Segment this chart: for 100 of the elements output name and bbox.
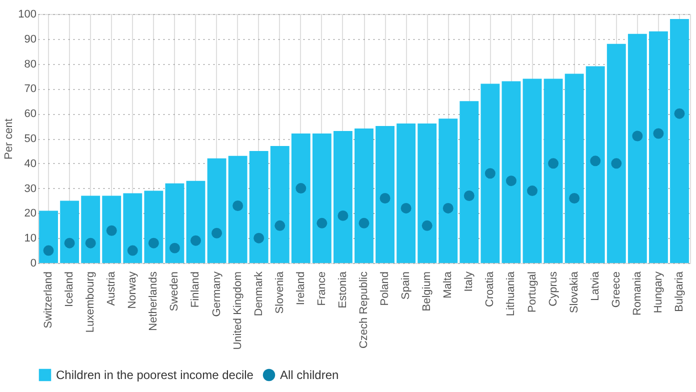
x-tick-label: France [316,272,328,306]
y-tick-label: 100 [18,8,36,20]
point [674,108,685,119]
point [590,156,601,166]
legend-label: All children [280,368,339,382]
x-tick-label: Belgium [421,272,434,312]
point [127,245,138,256]
y-tick-label: 90 [24,33,36,46]
bar [628,34,647,263]
bar [81,196,100,263]
point [190,235,201,246]
x-tick-label: Cyprus [547,271,560,306]
point [527,186,538,196]
bar [502,81,521,263]
y-tick-label: 0 [30,258,36,270]
point [464,190,474,202]
x-tick-label: United Kingdom [232,272,244,350]
y-tick-label: 10 [24,232,36,245]
point [569,193,580,204]
x-tick-label: Portugal [526,272,538,312]
point [274,220,286,231]
x-tick-label: Romania [631,270,644,316]
x-tick-label: Netherlands [148,271,160,331]
bar [564,74,584,263]
bar [648,31,668,263]
x-tick-label: Lithuania [505,270,518,316]
point [338,210,348,221]
bar [334,131,352,263]
x-tick-label: Denmark [252,271,265,316]
y-axis-title: Per cent [3,118,16,160]
bar [480,84,500,263]
x-tick-label: Czech Republic [358,271,370,349]
bar [291,134,310,263]
point [106,225,117,236]
point [506,176,516,186]
point [653,128,664,139]
point [85,238,96,248]
x-tick-label: Spain [400,272,412,300]
x-tick-label: Slovenia [274,270,286,314]
y-tick-label: 80 [24,58,36,70]
bar [123,193,142,263]
x-tick-label: Latvia [589,270,602,301]
point [254,232,264,244]
bar [606,44,626,263]
bar [102,196,122,263]
point [296,183,306,194]
bar [249,150,268,263]
bar [396,124,416,263]
x-tick-label: Greece [610,272,622,308]
bar [270,146,290,263]
x-tick-label: Hungary [652,271,664,314]
bar [144,190,164,263]
x-tick-label: Austria [106,270,118,306]
y-tick-label: 40 [24,158,36,170]
x-tick-label: Norway [126,271,139,309]
bar [522,78,542,263]
y-tick-label: 30 [24,182,36,195]
bar [39,210,58,263]
point [232,200,244,211]
point [316,218,328,228]
y-tick-label: 50 [24,133,36,145]
bar [312,134,332,263]
y-tick-label: 20 [24,208,36,220]
point [43,245,54,256]
point [169,242,180,254]
point [380,193,390,204]
x-tick-label: Italy [463,271,476,292]
x-tick-label: Luxembourg [84,272,97,333]
point [148,238,159,248]
point [484,168,496,179]
point [548,158,559,169]
x-tick-label: Bulgaria [673,270,686,312]
x-tick-label: Estonia [336,270,349,308]
x-tick-label: Germany [210,271,223,317]
bar [438,118,458,263]
bar [670,18,689,263]
legend-label: Children in the poorest income decile [56,368,254,382]
point [442,202,454,214]
bar [207,158,226,263]
point [400,202,412,214]
x-tick-label: Croatia [484,270,496,307]
x-tick-label: Finland [190,272,202,308]
x-tick-label: Iceland [64,272,76,307]
point [611,158,622,169]
x-tick-label: Slovakia [568,270,580,314]
bar [186,180,206,263]
point [422,220,432,231]
point [358,218,370,228]
x-tick-label: Switzerland [42,272,55,328]
x-tick-label: Ireland [294,272,307,306]
y-tick-label: 60 [24,108,36,120]
y-tick-label: 70 [24,83,36,96]
point [64,238,75,248]
x-tick-label: Poland [379,272,392,306]
bar [544,78,563,263]
bar [418,124,437,263]
bar [586,66,605,263]
bar [60,200,80,263]
bar [165,183,184,263]
bar [354,128,374,263]
